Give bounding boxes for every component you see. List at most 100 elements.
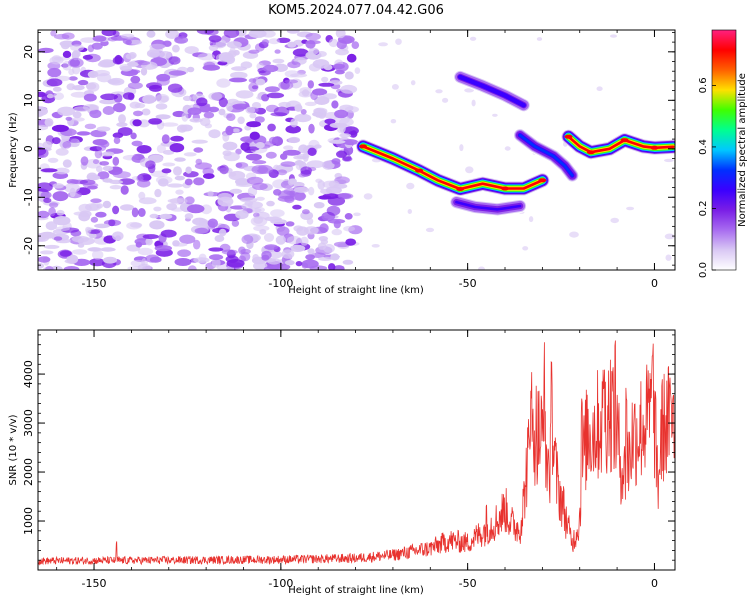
- heatmap-noise-blob: [117, 127, 133, 136]
- heatmap-noise-blob: [177, 249, 192, 257]
- heatmap-noise-blob: [72, 111, 82, 119]
- heatmap-noise-blob: [193, 239, 201, 250]
- heatmap-noise-blob: [328, 38, 339, 48]
- heatmap-noise-blob: [276, 226, 290, 236]
- heatmap-noise-blob: [261, 250, 272, 260]
- heatmap-noise-blob: [176, 124, 188, 133]
- snr-panel: -150 -100 -50 0 1000 2000 3000 4000 Height of s…: [8, 329, 676, 596]
- heatmap-noise-blob: [351, 41, 360, 49]
- heatmap-noise-blob: [40, 168, 58, 173]
- heatmap-noise-blob: [70, 91, 88, 98]
- heatmap-noise-blob: [172, 242, 188, 247]
- heatmap-noise-blob: [90, 129, 107, 138]
- heatmap-noise-blob: [275, 235, 286, 245]
- heatmap-noise-blob: [184, 46, 199, 55]
- heatmap-noise-blob: [225, 125, 234, 136]
- heatmap-noise-blob: [302, 209, 310, 215]
- heatmap-noise-blob: [142, 234, 160, 240]
- heatmap-noise-blob: [113, 102, 126, 113]
- heatmap-noise-blob: [149, 84, 162, 92]
- heatmap-faint-blob: [407, 209, 412, 214]
- heatmap-noise-blob: [112, 171, 131, 179]
- heatmap-noise-blob: [227, 50, 237, 58]
- heatmap-noise-blob: [120, 65, 133, 72]
- heatmap-noise-blob: [103, 256, 118, 264]
- heatmap-faint-blob: [390, 119, 397, 124]
- heatmap-noise-blob: [194, 227, 209, 234]
- heatmap-noise-blob: [154, 245, 172, 252]
- heatmap-faint-blob: [478, 266, 485, 270]
- heatmap-noise-blob: [255, 142, 265, 149]
- heatmap-noise-blob: [50, 30, 57, 37]
- heatmap-faint-blob: [378, 42, 388, 47]
- heatmap-noise-blob: [237, 116, 245, 125]
- y-tick-label: 10: [22, 93, 35, 107]
- heatmap-faint-blob: [391, 84, 399, 90]
- heatmap-noise-blob: [238, 246, 246, 255]
- heatmap-noise-blob: [187, 107, 202, 115]
- heatmap-noise-blob: [121, 33, 135, 39]
- heatmap-noise-blob: [52, 86, 62, 92]
- heatmap-noise-blob: [278, 101, 291, 108]
- heatmap-noise-blob: [335, 30, 346, 39]
- heatmap-noise-blob: [53, 216, 71, 226]
- heatmap-noise-blob: [79, 210, 92, 218]
- x-tick-label: -50: [459, 577, 477, 590]
- heatmap-noise-blob: [265, 151, 277, 159]
- snr-axes: -150 -100 -50 0 1000 2000 3000 4000: [22, 330, 675, 590]
- heatmap-noise-blob: [125, 39, 132, 45]
- heatmap-noise-blob: [49, 56, 64, 65]
- heatmap-noise-blob: [264, 86, 280, 93]
- heatmap-noise-blob: [186, 66, 195, 73]
- heatmap-noise-blob: [46, 93, 54, 99]
- heatmap-noise-blob: [126, 61, 139, 67]
- heatmap-noise-blob: [342, 259, 354, 265]
- heatmap-noise-blob: [261, 39, 270, 45]
- heatmap-noise-blob: [226, 41, 242, 49]
- heatmap-noise-blob: [277, 169, 288, 176]
- heatmap-noise-blob: [92, 250, 104, 260]
- heatmap-noise-blob: [230, 71, 248, 79]
- heatmap-noise-blob: [154, 188, 162, 198]
- heatmap-noise-blob: [94, 223, 110, 229]
- heatmap-noise-blob: [344, 71, 354, 80]
- heatmap-noise-blob: [43, 197, 52, 203]
- heatmap-noise-blob: [198, 253, 207, 262]
- heatmap-noise-blob: [39, 250, 54, 255]
- heatmap-noise-blob: [331, 100, 339, 109]
- heatmap-noise-blob: [38, 210, 50, 219]
- heatmap-noise-blob: [328, 180, 340, 189]
- heatmap-noise-blob: [285, 221, 295, 227]
- heatmap-faint-blob: [425, 227, 435, 233]
- heatmap-noise-blob: [294, 104, 303, 112]
- heatmap-noise-blob: [77, 79, 89, 86]
- heatmap-noise-blob: [90, 198, 102, 203]
- heatmap-noise-blob: [211, 258, 221, 268]
- y-tick-label: 3000: [22, 409, 35, 437]
- heatmap-noise-blob: [207, 190, 214, 197]
- heatmap-noise-blob: [248, 30, 267, 38]
- heatmap-noise-blob: [196, 97, 208, 107]
- heatmap-noise-blob: [138, 191, 146, 200]
- heatmap-noise-blob: [148, 118, 163, 125]
- heatmap-noise-blob: [235, 148, 242, 155]
- heatmap-noise-blob: [214, 235, 225, 242]
- heatmap-noise-blob: [63, 266, 80, 270]
- heatmap-noise-blob: [267, 258, 281, 265]
- heatmap-noise-blob: [322, 160, 335, 170]
- heatmap-faint-blob: [353, 212, 361, 217]
- colorbar-tick-label: 0.6: [698, 77, 709, 93]
- heatmap-faint-blob: [664, 158, 674, 163]
- heatmap-noise-blob: [102, 165, 114, 172]
- heatmap-noise-blob: [42, 141, 53, 150]
- heatmap-noise-blob: [252, 254, 259, 262]
- heatmap-noise-blob: [112, 205, 120, 215]
- heatmap-noise-blob: [96, 126, 111, 132]
- heatmap-noise-blob: [38, 124, 49, 131]
- heatmap-noise-blob: [38, 262, 45, 269]
- heatmap-noise-blob: [131, 140, 143, 147]
- heatmap-noise-blob: [256, 196, 265, 201]
- heatmap-noise-blob: [263, 265, 279, 270]
